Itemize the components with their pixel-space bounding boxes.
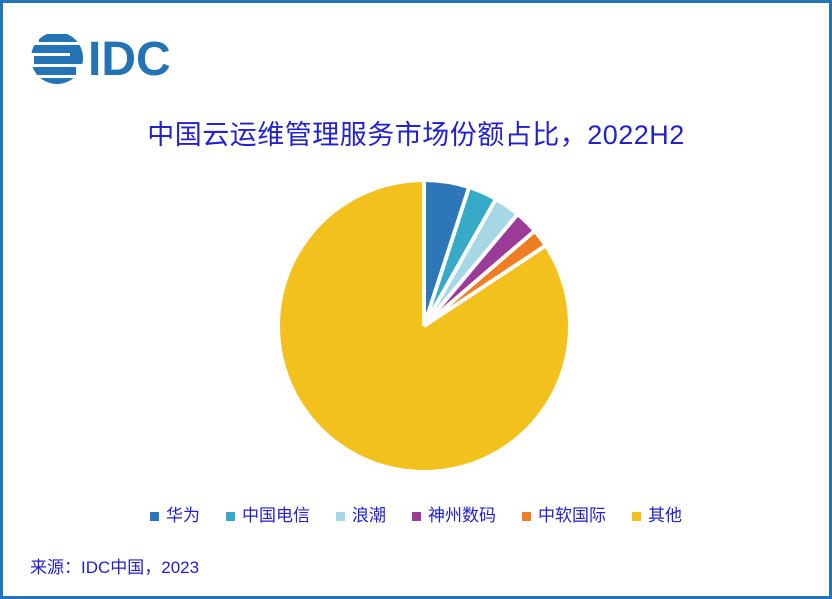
pie-slice-separator [422, 229, 537, 328]
legend-marker-icon [632, 511, 641, 521]
legend-item-1: 中国电信 [226, 503, 310, 529]
legend-label: 中软国际 [538, 506, 606, 525]
legend-item-5: 其他 [632, 503, 682, 529]
legend-item-2: 浪潮 [336, 503, 386, 529]
legend-item-4: 中软国际 [522, 503, 606, 529]
pie-slice-separator [422, 243, 547, 328]
pie-slice-2 [424, 200, 517, 326]
legend-label: 中国电信 [242, 506, 310, 525]
legend-label: 神州数码 [428, 506, 496, 525]
legend-marker-icon [336, 511, 345, 521]
idc-logo: IDC [30, 26, 200, 88]
chart-legend: 华为 中国电信 浪潮 神州数码 中软国际 其他 [3, 503, 829, 529]
idc-logo-graphic: IDC [31, 33, 171, 86]
idc-globe-icon [31, 34, 83, 84]
legend-label: 其他 [648, 506, 682, 525]
chart-title: 中国云运维管理服务市场份额占比，2022H2 [147, 120, 685, 150]
pie-chart [274, 176, 574, 476]
pie-chart-svg [280, 180, 569, 470]
idc-logo-text: IDC [88, 33, 171, 86]
legend-item-0: 华为 [150, 503, 200, 529]
pie-slice-3 [424, 215, 534, 326]
legend-marker-icon [522, 511, 531, 521]
legend-label: 华为 [166, 506, 200, 525]
legend-marker-icon [412, 511, 421, 521]
pie-slice-separator [422, 212, 520, 328]
source-note: 来源：IDC中国，2023 [30, 558, 200, 577]
legend-marker-icon [150, 511, 159, 521]
legend-item-3: 神州数码 [412, 503, 496, 529]
legend-label: 浪潮 [352, 506, 386, 525]
pie-slice-separator [422, 186, 472, 327]
legend-marker-icon [226, 511, 235, 521]
pie-slice-separator [422, 197, 498, 327]
